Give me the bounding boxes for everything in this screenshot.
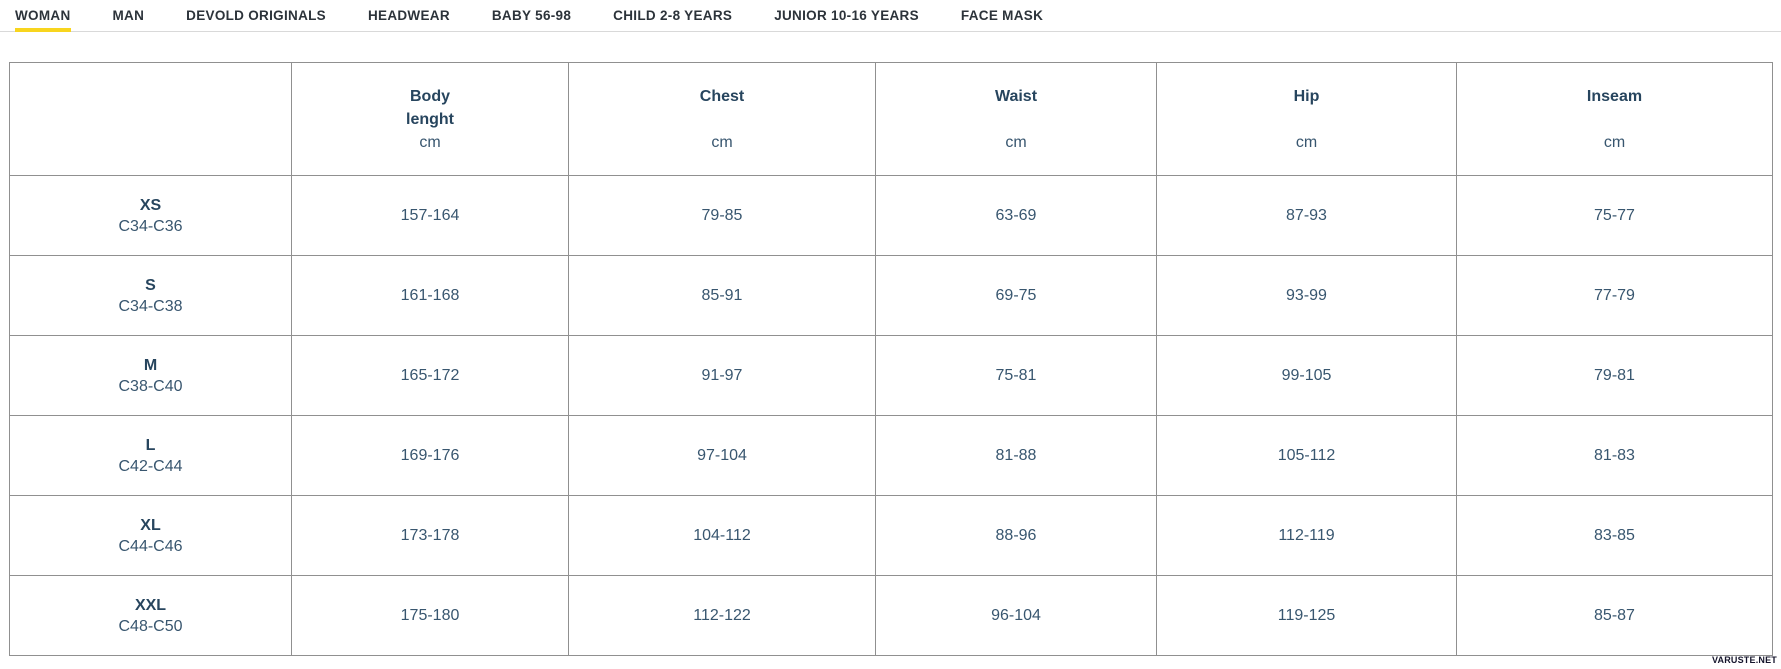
chest-cell: 79-85 <box>568 175 876 256</box>
size-name: XS <box>139 196 162 214</box>
tab-devold-originals[interactable]: DEVOLD ORIGINALS <box>186 0 326 31</box>
table-row-s: S C34-C38 161-168 85-91 69-75 93-99 77-7… <box>9 255 1773 336</box>
column-unit: cm <box>1005 133 1027 151</box>
chest-cell: 85-91 <box>568 255 876 336</box>
body-length-cell: 169-176 <box>291 415 569 496</box>
column-title-line1: Hip <box>1293 87 1320 105</box>
column-header-chest: Chest cm <box>568 62 876 176</box>
tab-man[interactable]: MAN <box>113 0 145 31</box>
size-name: L <box>145 436 156 454</box>
column-header-hip: Hip cm <box>1156 62 1457 176</box>
size-category-tabs: WOMAN MAN DEVOLD ORIGINALS HEADWEAR BABY 56-… <box>0 0 1781 32</box>
table-row-l: L C42-C44 169-176 97-104 81-88 105-112 8… <box>9 415 1773 496</box>
size-table-body: XS C34-C36 157-164 79-85 63-69 87-93 75-… <box>9 175 1773 656</box>
tab-woman[interactable]: WOMAN <box>15 0 71 32</box>
inseam-cell: 77-79 <box>1456 255 1773 336</box>
waist-cell: 96-104 <box>875 575 1157 656</box>
body-length-cell: 157-164 <box>291 175 569 256</box>
size-name: XXL <box>134 596 167 614</box>
size-c-range: C34-C38 <box>118 297 183 315</box>
chest-cell: 91-97 <box>568 335 876 416</box>
waist-cell: 88-96 <box>875 495 1157 576</box>
hip-cell: 112-119 <box>1156 495 1457 576</box>
column-unit: cm <box>419 133 441 151</box>
table-row-m: M C38-C40 165-172 91-97 75-81 99-105 79-… <box>9 335 1773 416</box>
body-length-cell: 173-178 <box>291 495 569 576</box>
hip-cell: 99-105 <box>1156 335 1457 416</box>
tab-label: WOMAN <box>15 8 71 23</box>
size-label-cell: XL C44-C46 <box>9 495 292 576</box>
tab-label: MAN <box>112 8 145 23</box>
chest-cell: 104-112 <box>568 495 876 576</box>
chest-cell: 97-104 <box>568 415 876 496</box>
column-header-body-lenght: Body lenght cm <box>291 62 569 176</box>
waist-cell: 75-81 <box>875 335 1157 416</box>
size-c-range: C42-C44 <box>118 457 183 475</box>
column-header-waist: Waist cm <box>875 62 1157 176</box>
chest-cell: 112-122 <box>568 575 876 656</box>
column-unit: cm <box>711 133 733 151</box>
inseam-cell: 75-77 <box>1456 175 1773 256</box>
size-label-cell: L C42-C44 <box>9 415 292 496</box>
body-length-cell: 175-180 <box>291 575 569 656</box>
size-label-cell: XS C34-C36 <box>9 175 292 256</box>
watermark: VARUSTE.NET <box>1711 655 1777 665</box>
column-title-line1: Waist <box>994 87 1038 105</box>
tab-label: BABY 56-98 <box>491 8 572 23</box>
size-chart-table: Body lenght cm Chest cm Waist cm Hip cm … <box>9 62 1773 656</box>
column-title-line2: lenght <box>406 110 454 128</box>
hip-cell: 93-99 <box>1156 255 1457 336</box>
waist-cell: 69-75 <box>875 255 1157 336</box>
size-name: M <box>143 356 158 374</box>
size-name: S <box>145 276 156 294</box>
column-title-line1: Inseam <box>1586 87 1643 105</box>
tab-face-mask[interactable]: FACE MASK <box>961 0 1043 31</box>
waist-cell: 81-88 <box>875 415 1157 496</box>
size-name: XL <box>140 516 161 534</box>
tab-junior-10-16-years[interactable]: JUNIOR 10-16 YEARS <box>774 0 919 31</box>
tab-headwear[interactable]: HEADWEAR <box>368 0 450 31</box>
table-row-xl: XL C44-C46 173-178 104-112 88-96 112-119… <box>9 495 1773 576</box>
tab-label: CHILD 2-8 YEARS <box>613 8 733 23</box>
table-row-xxl: XXL C48-C50 175-180 112-122 96-104 119-1… <box>9 575 1773 656</box>
size-label-cell: M C38-C40 <box>9 335 292 416</box>
inseam-cell: 83-85 <box>1456 495 1773 576</box>
tab-child-2-8-years[interactable]: CHILD 2-8 YEARS <box>613 0 732 31</box>
hip-cell: 105-112 <box>1156 415 1457 496</box>
size-c-range: C44-C46 <box>118 537 183 555</box>
inseam-cell: 81-83 <box>1456 415 1773 496</box>
column-header-inseam: Inseam cm <box>1456 62 1773 176</box>
tab-label: DEVOLD ORIGINALS <box>186 8 326 23</box>
size-column-header <box>9 62 292 176</box>
column-unit: cm <box>1603 133 1626 151</box>
column-unit: cm <box>1295 133 1318 151</box>
size-table-header-row: Body lenght cm Chest cm Waist cm Hip cm … <box>9 62 1773 176</box>
waist-cell: 63-69 <box>875 175 1157 256</box>
size-c-range: C34-C36 <box>118 217 183 235</box>
body-length-cell: 165-172 <box>291 335 569 416</box>
hip-cell: 87-93 <box>1156 175 1457 256</box>
tab-baby-56-98[interactable]: BABY 56-98 <box>492 0 571 31</box>
size-label-cell: S C34-C38 <box>9 255 292 336</box>
column-title-line1: Chest <box>699 87 745 105</box>
tab-label: JUNIOR 10-16 YEARS <box>774 8 919 23</box>
tab-label: FACE MASK <box>960 8 1044 23</box>
size-c-range: C48-C50 <box>118 617 183 635</box>
column-title-line1: Body <box>410 87 450 105</box>
tab-label: HEADWEAR <box>367 8 450 23</box>
inseam-cell: 79-81 <box>1456 335 1773 416</box>
size-c-range: C38-C40 <box>118 377 183 395</box>
table-row-xs: XS C34-C36 157-164 79-85 63-69 87-93 75-… <box>9 175 1773 256</box>
size-label-cell: XXL C48-C50 <box>9 575 292 656</box>
hip-cell: 119-125 <box>1156 575 1457 656</box>
body-length-cell: 161-168 <box>291 255 569 336</box>
inseam-cell: 85-87 <box>1456 575 1773 656</box>
